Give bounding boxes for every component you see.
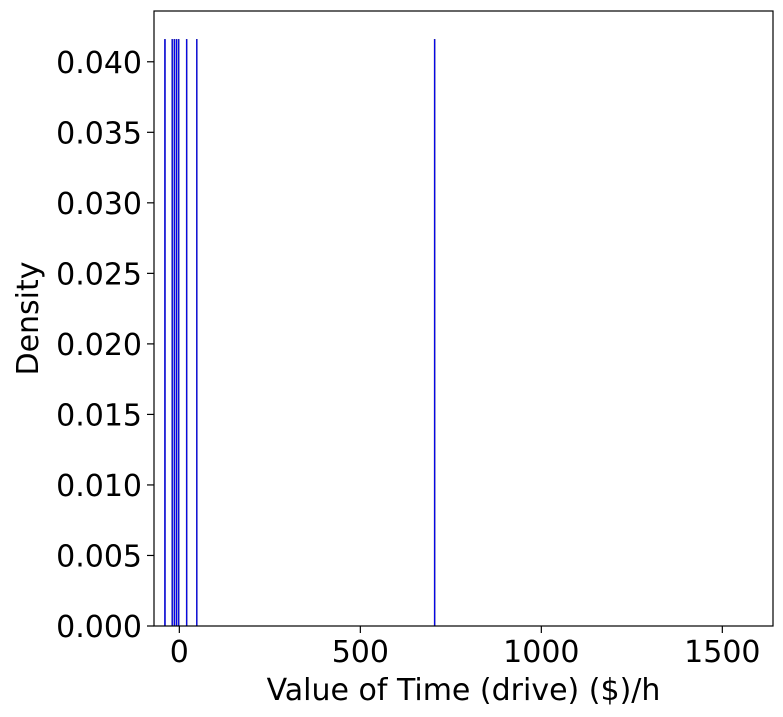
y-tick-label: 0.005 xyxy=(56,539,142,574)
x-tick-label: 1000 xyxy=(503,635,579,670)
plot-frame xyxy=(153,10,774,627)
histogram-bar xyxy=(433,39,436,627)
histogram-bar xyxy=(175,39,178,627)
histogram-bar xyxy=(196,39,198,627)
x-axis-label: Value of Time (drive) ($)/h xyxy=(267,673,661,708)
y-tick-label: 0.025 xyxy=(56,257,142,292)
y-tick-label: 0.000 xyxy=(56,610,142,645)
histogram-bar xyxy=(173,39,176,627)
y-axis: 0.000 0.005 0.010 0.015 0.020 0.025 0.030 0.035… xyxy=(56,46,154,645)
y-tick-label: 0.010 xyxy=(56,469,142,504)
x-axis: 0 500 1000 1500 xyxy=(170,626,761,670)
histogram-bar xyxy=(177,39,180,627)
y-tick-label: 0.020 xyxy=(56,328,142,363)
histogram-bar xyxy=(164,39,166,627)
histogram-bar xyxy=(185,39,188,627)
y-tick-label: 0.040 xyxy=(56,46,142,81)
x-tick-label: 500 xyxy=(332,635,389,670)
bars-layer xyxy=(164,39,436,627)
x-tick-label: 1500 xyxy=(684,635,760,670)
y-tick-label: 0.030 xyxy=(56,187,142,222)
y-tick-label: 0.035 xyxy=(56,116,142,151)
x-tick-label: 0 xyxy=(170,635,189,670)
y-axis-label: Density xyxy=(11,261,46,375)
y-tick-label: 0.015 xyxy=(56,398,142,433)
histogram-bar xyxy=(171,39,173,627)
